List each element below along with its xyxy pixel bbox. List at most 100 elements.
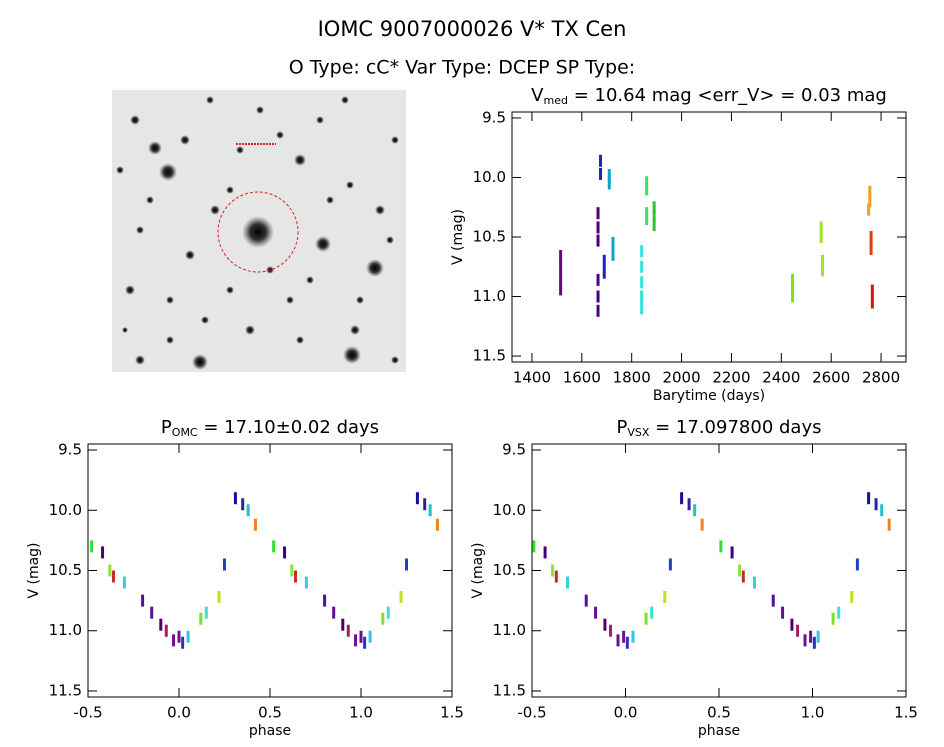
- data-point: [181, 636, 185, 649]
- data-point: [791, 290, 795, 303]
- figure-subtitle: O Type: cC* Var Type: DCEP SP Type:: [289, 57, 635, 79]
- data-point: [850, 591, 854, 604]
- figure-title: IOMC 9007000026 V* TX Cen: [318, 17, 627, 41]
- data-point: [790, 618, 794, 631]
- data-point: [819, 221, 823, 234]
- data-point: [111, 570, 115, 583]
- data-point: [819, 231, 823, 243]
- data-point: [855, 558, 859, 571]
- data-point: [290, 564, 294, 577]
- data-point: [616, 634, 620, 647]
- x-axis-label: phase: [249, 723, 291, 739]
- title-rest: = 17.10±0.02 days: [198, 417, 379, 438]
- data-point: [741, 570, 745, 583]
- y-tick-label: 10.5: [493, 561, 526, 579]
- x-tick-label: 2800: [862, 369, 900, 387]
- data-point: [332, 606, 336, 619]
- data-point: [771, 594, 775, 607]
- y-axis-label: V (mag): [450, 209, 466, 265]
- data-point: [596, 290, 600, 303]
- data-point: [738, 564, 742, 577]
- chart-title: Vmed = 10.64 mag <err_V> = 0.03 mag: [531, 85, 887, 107]
- data-point: [837, 606, 841, 619]
- x-axis-label: phase: [698, 723, 740, 739]
- y-tick-label: 11.0: [493, 621, 526, 639]
- x-tick-label: 0.5: [707, 704, 731, 722]
- title-rest: = 10.64 mag <err_V> = 0.03 mag: [568, 85, 887, 106]
- title-sub: VSX: [627, 426, 650, 439]
- data-point: [609, 624, 613, 637]
- data-point: [283, 546, 287, 559]
- y-tick-label: 10.0: [473, 168, 506, 186]
- data-point: [599, 167, 603, 180]
- y-tick-label: 10.5: [49, 561, 82, 579]
- data-point: [368, 630, 372, 643]
- x-tick-label: 2200: [712, 369, 750, 387]
- title-sub: OMC: [172, 426, 198, 439]
- y-tick-label: 11.0: [473, 287, 506, 305]
- data-point: [559, 283, 563, 296]
- data-point: [596, 273, 600, 286]
- data-point: [341, 618, 345, 631]
- data-point: [869, 242, 873, 255]
- plot-frame: [531, 443, 907, 698]
- data-point: [719, 540, 723, 553]
- star-field-image: [112, 90, 406, 372]
- data-point: [122, 576, 126, 589]
- panel: Vmed = 10.64 mag <err_V> = 0.03 mag 1400 1…: [450, 85, 907, 404]
- data-point: [186, 630, 190, 643]
- data-point: [870, 284, 874, 297]
- data-point: [551, 564, 555, 577]
- x-tick-label: 1.5: [440, 704, 464, 722]
- panel: PVSX = 17.097800 days -0.5 0.0 0.5 1.0 1.5 9.5…: [470, 417, 918, 739]
- data-point: [164, 624, 168, 637]
- data-point: [645, 183, 649, 196]
- title-rest: = 17.097800 days: [649, 417, 821, 438]
- data-point: [596, 234, 600, 247]
- data-point: [602, 266, 606, 279]
- x-tick-label: 1.5: [894, 704, 918, 722]
- data-point: [622, 630, 626, 643]
- data-point: [611, 248, 615, 261]
- x-tick-label: 0.0: [167, 704, 191, 722]
- chart-title: PVSX = 17.097800 days: [617, 417, 822, 439]
- y-tick-label: 11.5: [493, 681, 526, 699]
- data-point: [652, 219, 656, 232]
- data-point: [386, 606, 390, 619]
- data-point: [428, 504, 432, 517]
- data-point: [680, 492, 684, 505]
- x-tick-label: -0.5: [517, 704, 546, 722]
- data-point: [246, 504, 250, 517]
- data-point: [172, 634, 176, 647]
- data-point: [304, 576, 308, 589]
- x-tick-label: 0.5: [258, 704, 282, 722]
- data-point: [423, 498, 427, 511]
- x-axis-label: Barytime (days): [653, 388, 765, 404]
- data-point: [359, 630, 363, 643]
- data-point: [381, 612, 385, 625]
- y-tick-label: 10.5: [473, 228, 506, 246]
- y-tick-label: 10.0: [493, 501, 526, 519]
- data-point: [611, 236, 615, 249]
- y-tick-label: 9.5: [482, 108, 506, 126]
- data-point: [594, 606, 598, 619]
- data-point: [625, 636, 629, 649]
- data-point: [650, 606, 654, 619]
- data-point: [159, 618, 163, 631]
- x-tick-label: 2000: [662, 369, 700, 387]
- x-tick-label: 1600: [563, 369, 601, 387]
- x-tick-label: 1.0: [801, 704, 825, 722]
- panel: POMC = 17.10±0.02 days -0.5 0.0 0.5 1.0 1.5 9.…: [26, 417, 464, 739]
- data-point: [559, 250, 563, 263]
- data-point: [809, 630, 813, 643]
- data-point: [812, 636, 816, 649]
- data-point: [816, 630, 820, 643]
- data-point: [867, 203, 871, 216]
- data-point: [730, 546, 734, 559]
- data-point: [101, 546, 105, 559]
- data-point: [867, 492, 871, 505]
- data-point: [566, 576, 570, 589]
- title-main: P: [161, 417, 172, 438]
- data-point: [652, 201, 656, 214]
- data-point: [346, 624, 350, 637]
